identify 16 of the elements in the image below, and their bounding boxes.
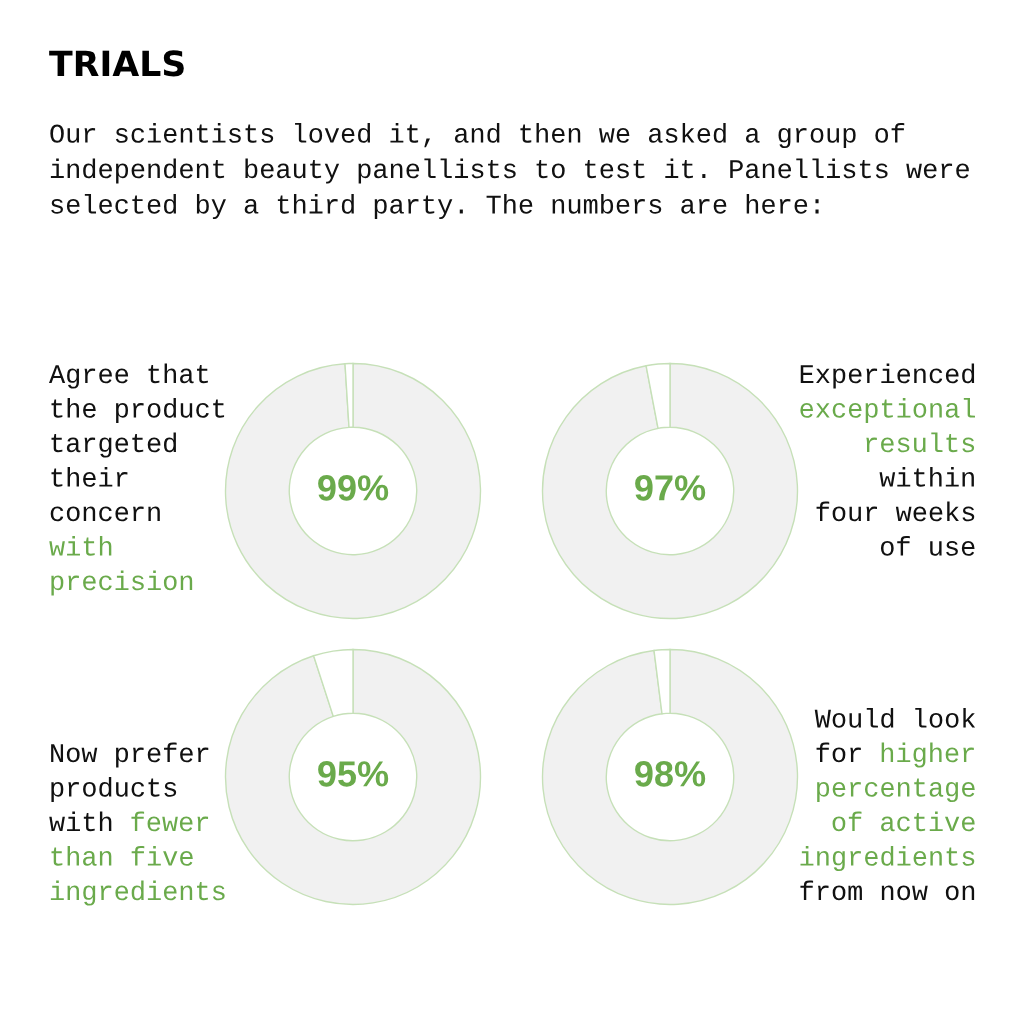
- text: exceptional results: [800, 397, 975, 453]
- donut-slice: [224, 648, 482, 906]
- data-label: 99%: [318, 475, 389, 501]
- data-label: 97%: [635, 475, 706, 501]
- text: Our scientists loved it, and then we asked a group of independent beauty panellists to test it. Panellists were selected by a third party. The numbers are here:: [50, 123, 969, 220]
- text: within four weeks of use: [816, 466, 975, 556]
- data-label: 98%: [635, 761, 706, 787]
- donut-slice: [541, 362, 799, 620]
- text: TRIALS: [49, 50, 184, 77]
- text: Agree that the product targeted their concern: [49, 363, 225, 522]
- text: from now on: [800, 880, 975, 901]
- text: with precision: [49, 535, 193, 596]
- text: Experienced: [800, 363, 975, 389]
- donut-slice: [541, 648, 799, 906]
- donut-slice: [224, 362, 482, 620]
- data-label: 95%: [318, 761, 389, 787]
